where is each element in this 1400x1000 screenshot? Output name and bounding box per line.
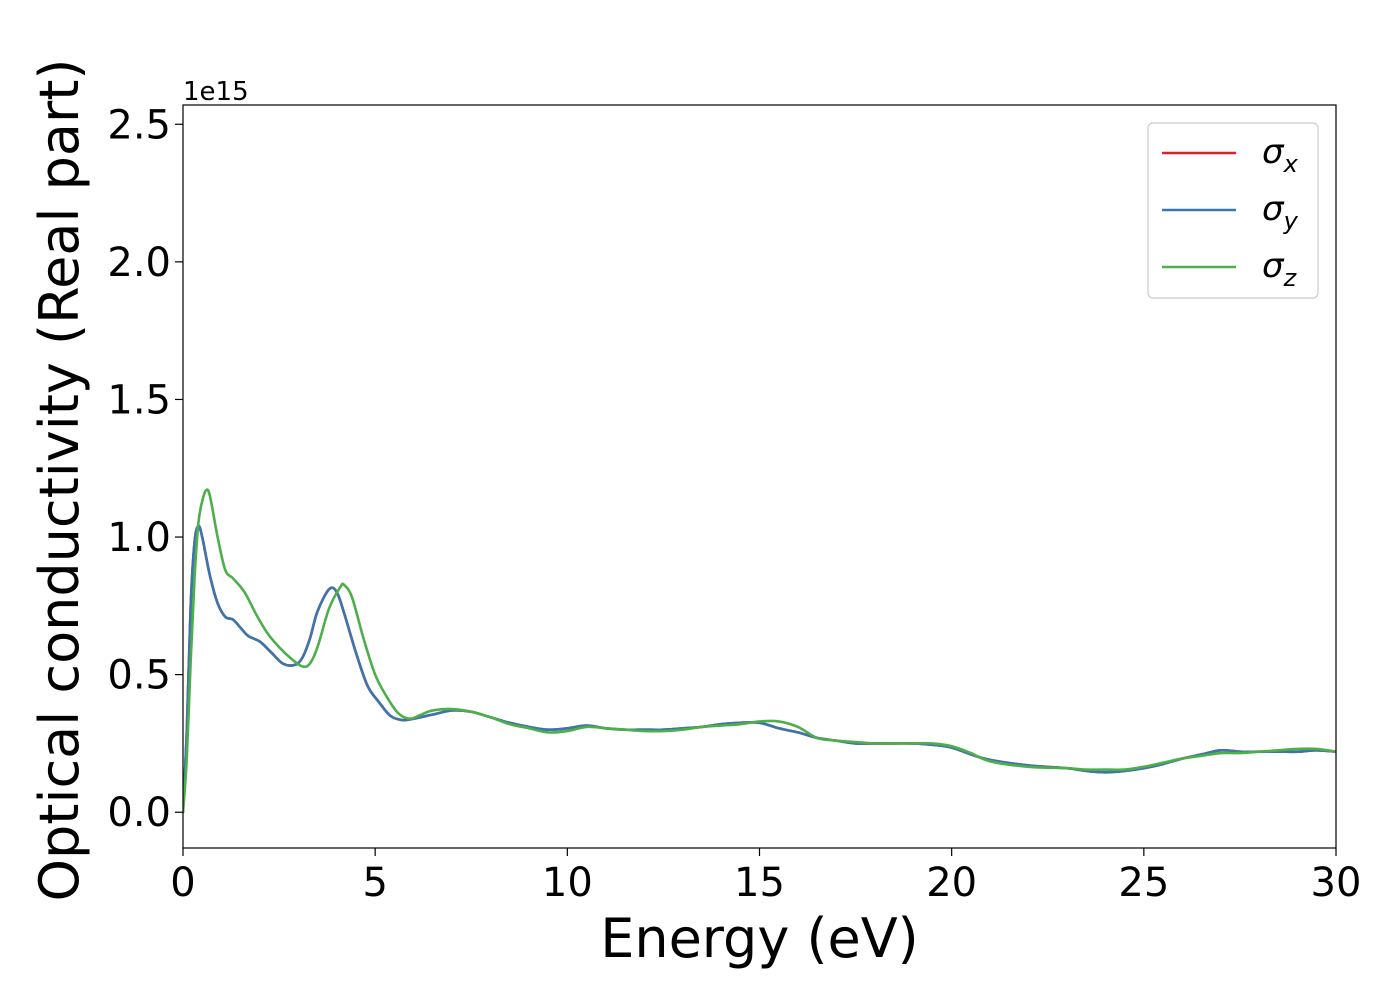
y-axis-label: Optical conductivity (Real part) bbox=[28, 59, 91, 902]
y-axis: 0.0 0.5 1.0 1.5 2.0 2.5 bbox=[107, 102, 183, 836]
x-tick-label: 0 bbox=[170, 860, 195, 906]
series-line-z bbox=[183, 488, 1336, 814]
x-tick-label: 10 bbox=[542, 860, 593, 906]
legend-label-z: σz bbox=[1262, 246, 1298, 292]
y-tick-label: 1.5 bbox=[107, 377, 171, 423]
x-tick-label: 30 bbox=[1311, 860, 1362, 906]
y-offset-label: 1e15 bbox=[183, 77, 249, 107]
x-axis: 0 5 10 15 20 25 30 bbox=[170, 848, 1361, 906]
x-axis-label: Energy (eV) bbox=[600, 907, 919, 970]
y-tick-label: 1.0 bbox=[107, 515, 171, 561]
y-tick-label: 2.0 bbox=[107, 240, 171, 286]
y-tick-label: 0.5 bbox=[107, 653, 171, 699]
x-tick-label: 20 bbox=[926, 860, 977, 906]
series-layer bbox=[183, 488, 1336, 814]
y-tick-label: 2.5 bbox=[107, 102, 171, 148]
x-tick-label: 25 bbox=[1118, 860, 1169, 906]
x-tick-label: 15 bbox=[734, 860, 785, 906]
x-tick-label: 5 bbox=[362, 860, 387, 906]
legend: σx σy σz bbox=[1147, 122, 1319, 299]
y-tick-label: 0.0 bbox=[107, 790, 171, 836]
legend-label-x: σx bbox=[1262, 132, 1299, 178]
legend-label-y: σy bbox=[1262, 189, 1299, 235]
